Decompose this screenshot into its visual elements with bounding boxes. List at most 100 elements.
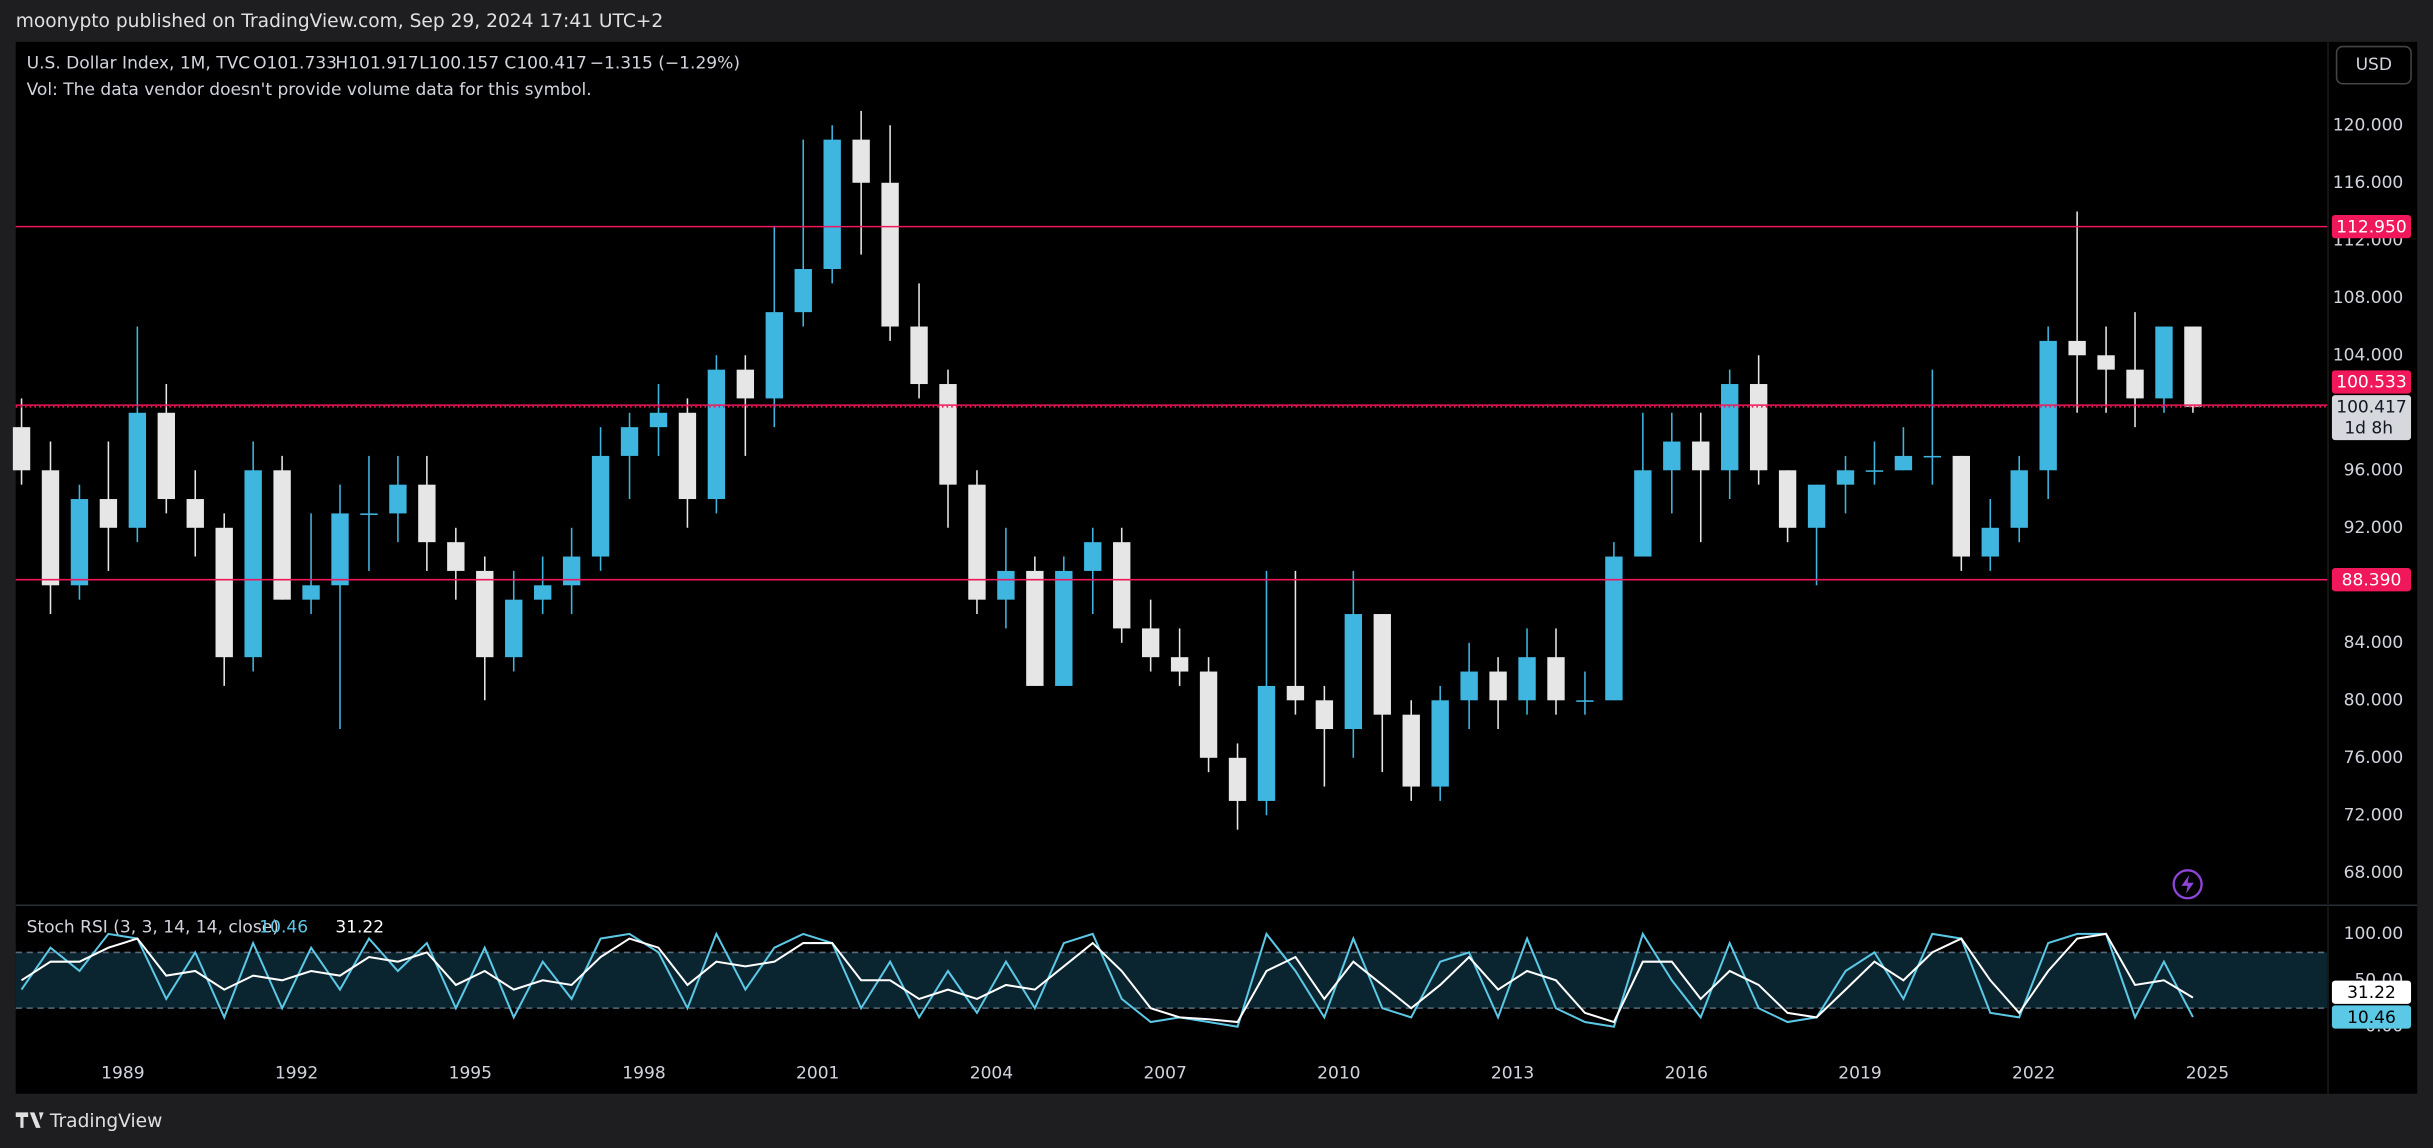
candle-body xyxy=(157,412,175,500)
candle-body xyxy=(1315,700,1334,730)
candle-body xyxy=(620,427,639,456)
candle-body xyxy=(1923,455,1942,458)
alert-icon[interactable] xyxy=(2172,869,2203,900)
candle-body xyxy=(968,484,986,600)
x-tick-label: 2025 xyxy=(2186,1064,2229,1084)
y-tick-label: 100.00 xyxy=(2344,924,2404,944)
candle-body xyxy=(1199,671,1218,758)
candle-body xyxy=(12,427,31,471)
y-tick-label: 92.000 xyxy=(2344,518,2404,538)
ohlc-low: L100.157 xyxy=(419,54,499,74)
candle-body xyxy=(128,412,147,528)
candle-body xyxy=(1721,384,1739,471)
candle-body xyxy=(389,484,407,514)
candle-body xyxy=(736,369,755,399)
candle-body xyxy=(1692,441,1710,471)
candle-body xyxy=(273,470,291,600)
x-tick-label: 2019 xyxy=(1838,1064,1881,1084)
ohlc-open: O101.733 xyxy=(253,54,337,74)
candle-body xyxy=(186,499,204,528)
stoch-title: Stoch RSI (3, 3, 14, 14, close) xyxy=(27,918,279,938)
y-tick-label: 76.000 xyxy=(2344,748,2404,768)
stoch-d-badge-bg xyxy=(2331,980,2412,1004)
ohlc-close: C100.417 xyxy=(504,54,586,74)
y-tick-label: 120.000 xyxy=(2333,115,2403,135)
candle-body xyxy=(1634,470,1652,557)
currency-button[interactable] xyxy=(2335,45,2412,85)
candle-body xyxy=(360,513,378,515)
candle-body xyxy=(678,412,697,500)
candle-body xyxy=(1113,542,1131,629)
candle-body xyxy=(1981,527,1999,557)
level-label: 112.950 xyxy=(2336,217,2407,237)
y-tick-label: 116.000 xyxy=(2333,173,2403,193)
y-tick-label: 96.000 xyxy=(2344,460,2404,480)
candle-body xyxy=(1228,757,1247,801)
candle-body xyxy=(1547,657,1565,701)
stoch-k-badge-bg xyxy=(2331,1005,2412,1029)
candle-body xyxy=(302,585,320,600)
x-tick-label: 2001 xyxy=(796,1064,839,1084)
candle-body xyxy=(2010,470,2028,528)
candle-body xyxy=(418,484,436,543)
candle-body xyxy=(1952,455,1971,557)
candle-body xyxy=(1084,542,1102,571)
x-tick-label: 2010 xyxy=(1317,1064,1360,1084)
candle-body xyxy=(1489,671,1507,701)
candle-body xyxy=(562,556,581,586)
y-tick-label: 68.000 xyxy=(2344,863,2404,883)
candle-body xyxy=(70,499,89,586)
x-tick-label: 1989 xyxy=(101,1064,144,1084)
level-label: 100.533 xyxy=(2336,373,2407,393)
candle-body xyxy=(331,513,349,586)
x-tick-label: 1998 xyxy=(622,1064,665,1084)
level-label-bg xyxy=(2331,214,2412,239)
candle-body xyxy=(1170,657,1189,672)
candle-body xyxy=(1344,614,1363,730)
stoch-line xyxy=(20,931,2194,1028)
candle-body xyxy=(1663,441,1681,471)
stoch-line xyxy=(20,932,2194,1024)
candle-body xyxy=(476,570,494,658)
candle-body xyxy=(997,570,1015,600)
stoch-d-value: 31.22 xyxy=(335,918,384,938)
ohlc-change: −1.315 (−1.29%) xyxy=(590,54,740,74)
candle-body xyxy=(1605,556,1623,701)
candle-body xyxy=(1518,657,1536,701)
publish-note: moonypto published on TradingView.com, S… xyxy=(16,11,664,32)
price-badge: 100.417 xyxy=(2336,398,2407,418)
candle-body xyxy=(823,139,841,270)
candle-body xyxy=(649,412,668,428)
candle-body xyxy=(1402,714,1420,787)
candle-body xyxy=(2184,326,2202,407)
candle-body xyxy=(41,470,60,586)
candle-body xyxy=(794,269,812,313)
ohlc-high: H101.917 xyxy=(335,54,418,74)
candle-body xyxy=(99,499,118,528)
x-tick-label: 2016 xyxy=(1665,1064,1708,1084)
candle-body xyxy=(2097,355,2115,370)
candle-body xyxy=(910,326,928,385)
symbol: U.S. Dollar Index, 1M, TVC xyxy=(27,54,251,74)
candle-body xyxy=(1026,570,1044,686)
x-tick-label: 1995 xyxy=(449,1064,492,1084)
volume-note: Vol: The data vendor doesn't provide vol… xyxy=(27,80,592,100)
x-tick-label: 2022 xyxy=(2012,1064,2055,1084)
level-label-bg xyxy=(2331,370,2412,394)
candle-body xyxy=(2155,326,2173,399)
logo xyxy=(15,1112,44,1128)
level-label-bg xyxy=(2331,568,2412,592)
stoch-k-badge: 10.46 xyxy=(2347,1008,2396,1028)
candle-body xyxy=(244,470,262,658)
candle-body xyxy=(852,139,870,183)
price-badge-bg xyxy=(2331,395,2412,441)
x-tick-label: 2007 xyxy=(1143,1064,1186,1084)
candle-body xyxy=(1460,671,1478,701)
candle-body xyxy=(2126,369,2144,399)
candle-body xyxy=(1141,628,1160,658)
candle-body xyxy=(881,182,899,327)
candle-body xyxy=(765,312,783,399)
candle-body xyxy=(1836,470,1855,485)
currency-label[interactable]: USD xyxy=(2356,55,2392,75)
candle-body xyxy=(215,527,233,658)
